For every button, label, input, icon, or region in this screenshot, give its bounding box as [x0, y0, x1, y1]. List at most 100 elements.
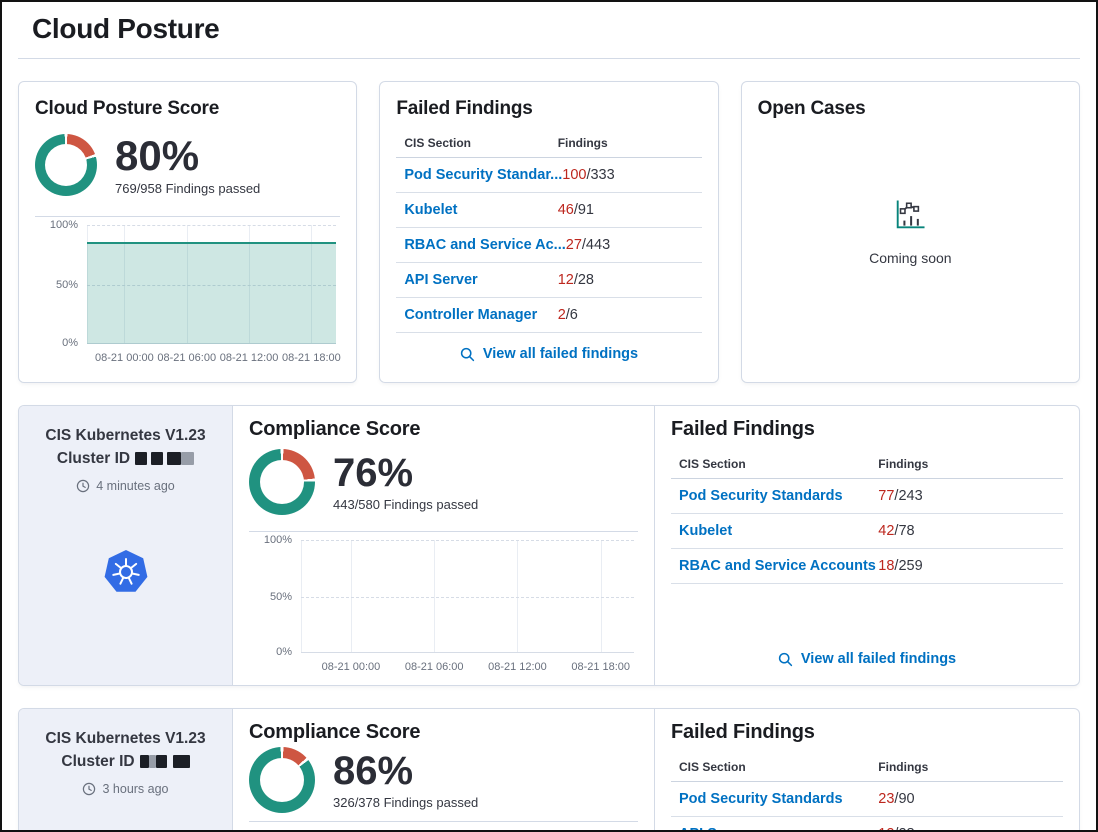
- failed-count: 12: [557, 272, 574, 288]
- table-row: Pod Security Standards 23/90: [671, 782, 1063, 817]
- open-cases-body: Coming soon: [758, 120, 1063, 366]
- x-tick: 08-21 18:00: [571, 661, 631, 673]
- cis-section-link[interactable]: RBAC and Service Ac...: [404, 237, 566, 253]
- total-count: /443: [581, 237, 611, 253]
- benchmark-name: CIS Kubernetes V1.23: [45, 427, 206, 444]
- y-tick-0: 0%: [62, 337, 78, 349]
- open-cases-title: Open Cases: [757, 98, 866, 119]
- total-count: /28: [894, 826, 914, 830]
- view-all-failed-findings-link[interactable]: View all failed findings: [396, 334, 701, 366]
- table-header-row: CIS Section Findings: [671, 451, 1063, 479]
- total-count: /243: [894, 488, 923, 504]
- compliance-score-title: Compliance Score: [249, 721, 421, 743]
- compliance-trend-x-axis: 08-21 00:00 08-21 06:00 08-21 12:00 08-2…: [301, 661, 634, 675]
- age-text: 4 minutes ago: [96, 479, 175, 493]
- failed-count: 77: [878, 488, 895, 504]
- cluster-id-label: Cluster ID: [61, 753, 135, 770]
- header-divider: [18, 58, 1080, 59]
- y-tick-100: 100%: [49, 219, 78, 231]
- cis-section-link[interactable]: Pod Security Standar...: [404, 167, 563, 183]
- failed-count: 42: [878, 523, 895, 539]
- col-header-findings: Findings: [557, 136, 608, 150]
- compliance-card-divider: [249, 821, 638, 822]
- failed-findings-table: CIS Section Findings Pod Security Standa…: [671, 754, 1063, 830]
- col-header-cis-section: CIS Section: [679, 760, 746, 774]
- compliance-score-section: Compliance Score 76% 443/580 Findings pa…: [233, 406, 655, 685]
- gridline: [301, 540, 634, 541]
- age-text: 3 hours ago: [102, 782, 169, 796]
- cluster-meta-panel: CIS Kubernetes V1.23 Cluster ID 4 minute…: [19, 406, 233, 685]
- compliance-card-divider: [249, 531, 638, 532]
- cluster-id-label: Cluster ID: [56, 450, 131, 467]
- total-count: /90: [894, 791, 915, 807]
- cluster-id-line: Cluster ID: [19, 447, 232, 470]
- cluster-benchmark-row: CIS Kubernetes V1.23 Cluster ID 4 minute…: [18, 405, 1080, 686]
- chart-visualization-icon: [891, 196, 929, 234]
- posture-score-donut-chart: [35, 134, 97, 196]
- total-count: /6: [565, 307, 578, 323]
- posture-trend-chart: 100% 50% 0% 08-21 00:00: [35, 219, 341, 366]
- cis-section-link[interactable]: Kubelet: [679, 523, 733, 539]
- failed-findings-table: CIS Section Findings Pod Security Standa…: [671, 451, 1063, 584]
- gridline: [87, 284, 337, 286]
- failed-count: 27: [565, 237, 582, 253]
- compliance-findings-passed: 326/378 Findings passed: [333, 794, 479, 810]
- compliance-score-donut-chart: [249, 449, 315, 515]
- table-row: API Server 12/28: [396, 263, 702, 298]
- page-title: Cloud Posture: [32, 13, 220, 44]
- table-row: Pod Security Standar... 100/333: [396, 158, 702, 193]
- posture-trend-plot: 100% 50% 0%: [50, 219, 337, 349]
- gridline: [87, 225, 337, 226]
- summary-row: Cloud Posture Score 80% 769/958 Findings…: [18, 81, 1080, 383]
- cis-section-link[interactable]: API Server: [404, 272, 478, 288]
- total-count: /259: [894, 558, 923, 574]
- cis-section-link[interactable]: Pod Security Standards: [679, 791, 843, 807]
- x-tick: 08-21 12:00: [219, 352, 279, 364]
- kubernetes-logo-icon: [102, 548, 150, 601]
- compliance-score-donut-chart: [249, 747, 315, 813]
- compliance-trend-plot: 100% 50% 0%: [264, 534, 634, 658]
- search-icon: [460, 347, 475, 362]
- total-count: /28: [573, 272, 594, 288]
- posture-findings-passed: 769/958 Findings passed: [115, 180, 261, 196]
- compliance-score-block: 86% 326/378 Findings passed: [249, 747, 638, 813]
- table-header-row: CIS Section Findings: [396, 130, 702, 158]
- x-tick: 08-21 00:00: [321, 661, 381, 673]
- cloud-posture-score-title: Cloud Posture Score: [35, 98, 220, 119]
- cluster-id-redacted: [139, 755, 190, 768]
- posture-trend-area-series: [87, 241, 337, 344]
- page-header: Cloud Posture: [2, 2, 1096, 45]
- cis-section-link[interactable]: Pod Security Standards: [679, 488, 843, 504]
- y-tick-100: 100%: [263, 534, 292, 546]
- col-header-findings: Findings: [878, 760, 929, 774]
- compliance-score-block: 76% 443/580 Findings passed: [249, 449, 638, 515]
- table-row: API Server 12/28: [671, 817, 1063, 830]
- compliance-findings-passed: 443/580 Findings passed: [333, 496, 479, 512]
- x-tick: 08-21 06:00: [404, 661, 464, 673]
- gridline: [301, 596, 634, 598]
- cis-section-link[interactable]: RBAC and Service Accounts: [679, 558, 876, 574]
- posture-trend-x-axis: 08-21 00:00 08-21 06:00 08-21 12:00 08-2…: [87, 352, 341, 366]
- failed-count: 2: [557, 307, 566, 323]
- cis-section-link[interactable]: Kubelet: [404, 202, 458, 218]
- col-header-findings: Findings: [878, 457, 929, 471]
- cluster-id-redacted: [135, 452, 195, 465]
- cis-section-link[interactable]: API Server: [679, 826, 752, 830]
- coming-soon-text: Coming soon: [869, 250, 952, 266]
- cis-section-link[interactable]: Controller Manager: [404, 307, 538, 323]
- last-evaluated: 4 minutes ago: [19, 479, 232, 493]
- open-cases-card: Open Cases Co: [740, 81, 1080, 383]
- cluster-id-line: Cluster ID: [19, 750, 232, 773]
- col-header-cis-section: CIS Section: [679, 457, 746, 471]
- x-tick: 08-21 12:00: [488, 661, 547, 673]
- failed-findings-title: Failed Findings: [671, 418, 815, 440]
- posture-score-block: 80% 769/958 Findings passed: [35, 134, 340, 196]
- table-row: Pod Security Standards 77/243: [671, 479, 1063, 514]
- view-all-label: View all failed findings: [800, 651, 957, 667]
- view-all-failed-findings-link[interactable]: View all failed findings: [671, 639, 1063, 671]
- y-tick-50: 50%: [269, 590, 292, 603]
- cloud-posture-score-card: Cloud Posture Score 80% 769/958 Findings…: [18, 81, 358, 383]
- failed-findings-summary-card: Failed Findings CIS Section Findings Pod…: [379, 81, 719, 383]
- cluster-failed-findings-section: Failed Findings CIS Section Findings Pod…: [655, 406, 1079, 685]
- x-tick: 08-21 18:00: [282, 352, 341, 364]
